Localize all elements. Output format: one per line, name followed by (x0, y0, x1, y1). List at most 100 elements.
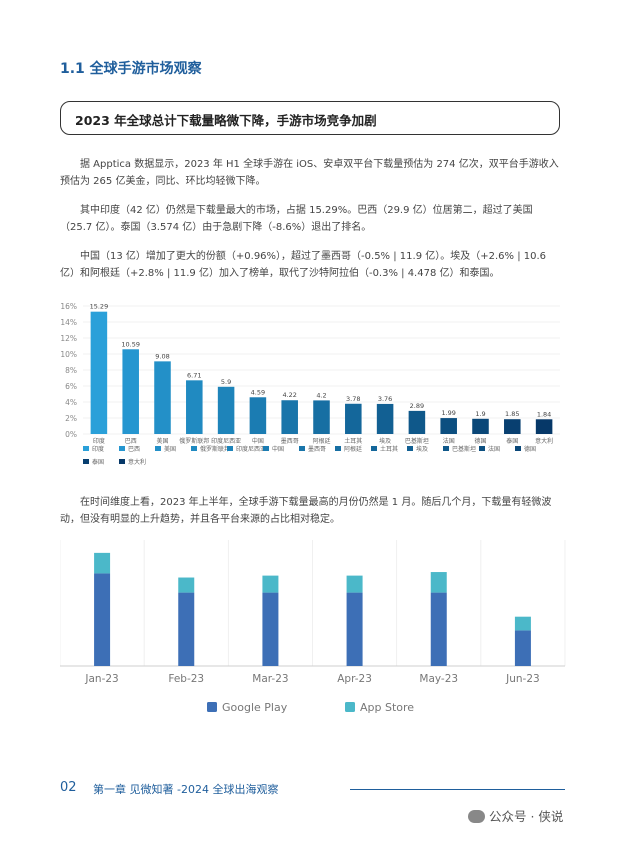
bar-google-play (430, 592, 447, 666)
legend-label: 土耳其 (380, 445, 398, 453)
x-tick-label: 中国 (252, 437, 264, 445)
monthly-downloads-stacked-chart: Jan-23 Feb-23 Mar-23 Apr-23 May-23 Jun-23 Goog… (60, 540, 566, 714)
legend-swatch (407, 446, 413, 451)
wechat-icon (468, 810, 485, 823)
footer-divider (350, 789, 565, 790)
legend-swatch (299, 446, 305, 451)
bar-14 (504, 419, 521, 434)
bar-value-label: 3.76 (378, 395, 392, 403)
legend-swatch (155, 446, 161, 451)
legend-swatch (345, 702, 355, 712)
legend-label: 德国 (524, 445, 536, 453)
x-tick-label: Jan-23 (84, 673, 118, 685)
watermark-text: 公众号 · 侠说 (489, 809, 564, 824)
x-tick-label: Jun-23 (505, 673, 540, 685)
x-tick-label: 美国 (156, 437, 168, 445)
x-tick-label: 阿根廷 (312, 437, 330, 445)
x-tick-label: 土耳其 (344, 437, 362, 445)
bar-google-play (178, 592, 195, 666)
y-tick-label: 16% (60, 302, 77, 311)
legend-label: 美国 (164, 445, 176, 453)
x-tick-label: 印度 (93, 437, 105, 445)
bar-app-store (94, 552, 111, 574)
x-tick-label: Apr-23 (337, 673, 372, 685)
paragraph-2: 其中印度（42 亿）仍然是下载量最大的市场，占据 15.29%。巴西（29.9 … (60, 205, 533, 233)
bar-value-label: 4.2 (316, 391, 326, 399)
x-tick-label: 德国 (474, 437, 486, 445)
bar-google-play (514, 630, 531, 666)
bar-google-play (346, 592, 363, 666)
x-tick-label: Mar-23 (252, 673, 288, 685)
y-tick-label: 4% (65, 398, 77, 407)
bar-value-label: 10.59 (121, 340, 140, 348)
bar-value-label: 4.22 (282, 391, 296, 399)
bar-value-label: 1.9 (475, 410, 485, 418)
y-tick-label: 10% (60, 350, 77, 359)
x-tick-label: 印度尼西亚 (211, 437, 241, 445)
legend-swatch (263, 446, 269, 451)
x-tick-label: 埃及 (379, 437, 391, 445)
section-title: 1.1 全球手游市场观察 (60, 61, 202, 77)
legend-label: 巴西 (128, 446, 140, 453)
legend-label: 印度 (92, 445, 104, 453)
bar-1 (90, 311, 108, 434)
legend-swatch (479, 446, 485, 451)
x-tick-label: 巴西 (125, 438, 137, 445)
country-share-bar-chart: 0% 2% 4% 6% 8% 10% 12% 14% 16% 15.29 印度 10.59 巴西 9.08… (60, 302, 560, 466)
legend-swatch (515, 446, 521, 451)
x-tick-label: 泰国 (506, 437, 518, 445)
legend-swatch (207, 702, 217, 712)
y-tick-label: 0% (65, 430, 77, 439)
y-tick-label: 14% (60, 318, 77, 327)
legend-label: 泰国 (92, 458, 104, 466)
bar-app-store (178, 577, 195, 593)
legend-swatch (83, 459, 89, 464)
bar-app-store (262, 575, 279, 593)
legend-label: 埃及 (416, 445, 428, 453)
legend-swatch (227, 446, 233, 451)
bar-value-label: 1.99 (441, 409, 455, 417)
bar-value-label: 1.84 (537, 410, 551, 418)
legend-label: Google Play (222, 701, 288, 714)
bar-9 (345, 403, 362, 434)
bar-value-label: 4.59 (251, 388, 265, 396)
bar-4 (186, 380, 203, 434)
bar-value-label: 1.85 (505, 410, 519, 418)
y-tick-label: 8% (65, 366, 77, 375)
x-tick-label: 意大利 (535, 437, 553, 445)
x-tick-label: May-23 (419, 673, 458, 685)
legend-swatch (83, 446, 89, 451)
legend-swatch (119, 446, 125, 451)
bar-12 (440, 418, 457, 434)
legend-label: 法国 (488, 445, 500, 453)
paragraph-4: 在时间维度上看，2023 年上半年，全球手游下载量最高的月份仍然是 1 月。随后… (60, 497, 552, 525)
y-tick-label: 12% (60, 334, 77, 343)
bar-value-label: 15.29 (90, 303, 109, 311)
x-tick-label: 法国 (443, 437, 455, 445)
bar-11 (408, 410, 426, 434)
bar-5 (217, 386, 235, 434)
legend-swatch (119, 459, 125, 464)
chapter-title: 第一章 见微知著 -2024 全球出海观察 (93, 783, 279, 796)
bar-10 (376, 403, 394, 434)
bar-google-play (94, 573, 111, 666)
bar-google-play (262, 592, 279, 666)
bar-value-label: 6.71 (187, 371, 201, 379)
bar-value-label: 2.89 (410, 402, 424, 410)
x-tick-label: 墨西哥 (281, 438, 299, 445)
legend-swatch (191, 446, 197, 451)
y-tick-label: 2% (65, 414, 77, 423)
legend-label: 意大利 (128, 458, 146, 466)
highlight-box: 2023 年全球总计下载量略微下降，手游市场竞争加剧 (60, 101, 560, 135)
bar-app-store (430, 572, 447, 593)
legend-label: 俄罗斯联邦 (200, 445, 230, 453)
page-number: 02 (60, 780, 77, 795)
highlight-text: 2023 年全球总计下载量略微下降，手游市场竞争加剧 (75, 113, 377, 128)
bar-7 (281, 400, 298, 434)
legend-label: 阿根廷 (344, 445, 362, 453)
bar-6 (249, 397, 267, 434)
y-tick-label: 6% (65, 382, 77, 391)
bar-value-label: 3.78 (346, 395, 360, 403)
bar-value-label: 5.9 (221, 378, 231, 386)
legend-label: 墨西哥 (308, 446, 326, 453)
